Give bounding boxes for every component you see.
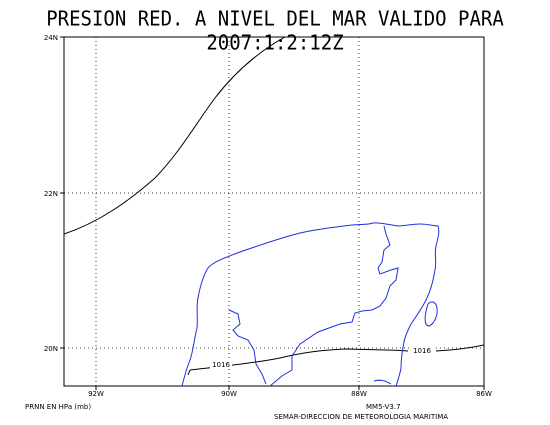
- lon-label-88w: 88W: [351, 390, 367, 398]
- organization-label: SEMAR-DIRECCION DE METEOROLOGIA MARITIMA: [274, 413, 449, 421]
- lat-label-22n: 22N: [44, 190, 58, 198]
- lon-label-90w: 90W: [221, 390, 237, 398]
- lat-label-20n: 20N: [44, 345, 58, 353]
- contour-label-1016-right: 1016: [413, 347, 431, 355]
- contour-label-1016-left: 1016: [212, 361, 230, 369]
- map-frame: [63, 36, 485, 387]
- isobar-upper: [64, 37, 286, 235]
- lon-label-86w: 86W: [476, 390, 492, 398]
- lat-label-24n: 24N: [44, 34, 58, 42]
- lon-label-92w: 92W: [88, 390, 104, 398]
- model-version-label: MM5-V3.7: [366, 403, 401, 411]
- isobar-1016: [189, 344, 484, 371]
- coastline: [181, 222, 440, 386]
- variable-units-label: PRNN EN HPa (mb): [25, 403, 92, 411]
- island-cozumel: [424, 301, 438, 327]
- ticks: [60, 36, 485, 390]
- graticule: [64, 37, 484, 386]
